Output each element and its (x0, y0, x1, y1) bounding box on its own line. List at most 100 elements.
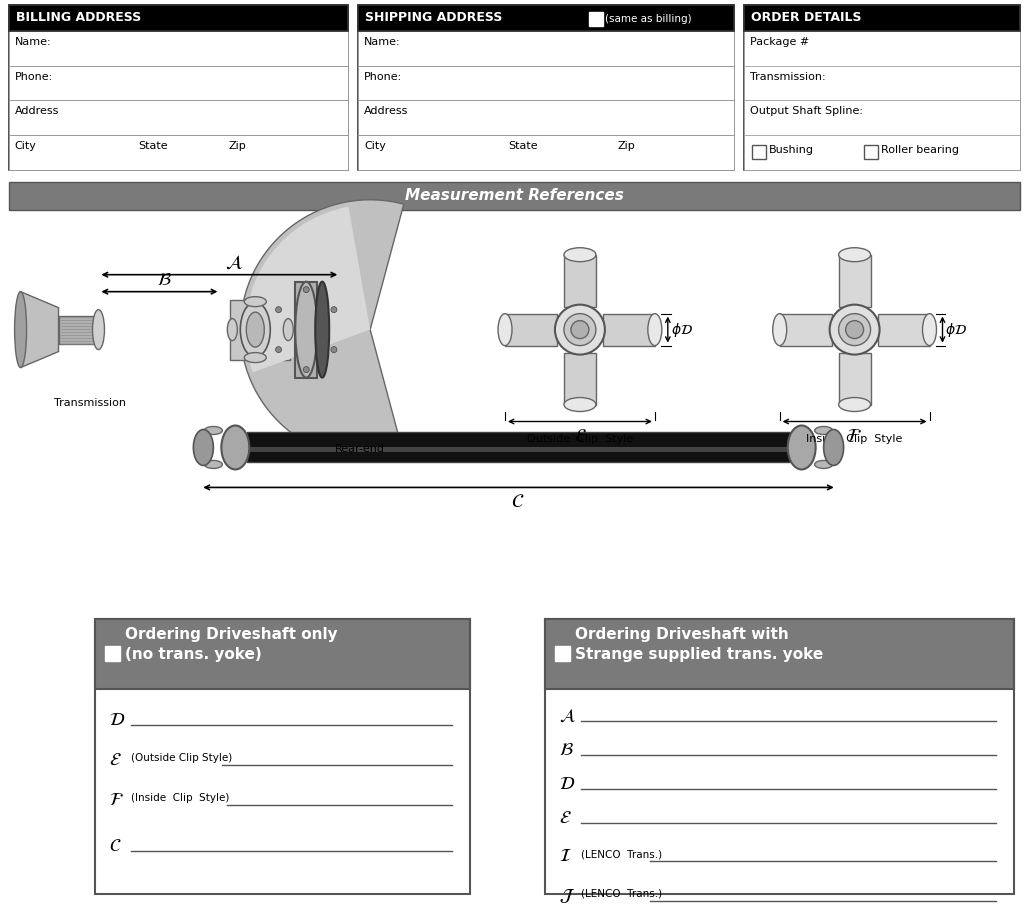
Text: (no trans. yoke): (no trans. yoke) (126, 647, 262, 662)
Bar (358, 5, 734, 170)
Ellipse shape (205, 460, 222, 469)
Ellipse shape (839, 314, 871, 346)
Ellipse shape (244, 297, 267, 307)
Bar (8, 66, 348, 100)
Text: Ordering Driveshaft only: Ordering Driveshaft only (126, 627, 339, 642)
Bar (839, 255, 871, 307)
Ellipse shape (221, 426, 249, 470)
Ellipse shape (815, 427, 832, 434)
Bar (59, 316, 99, 344)
Ellipse shape (498, 314, 512, 346)
Bar (96, 620, 470, 894)
Ellipse shape (787, 426, 816, 470)
Text: Address: Address (364, 106, 409, 116)
Ellipse shape (564, 314, 596, 346)
Ellipse shape (839, 398, 871, 411)
Ellipse shape (815, 460, 832, 469)
Text: Package #: Package # (750, 37, 809, 47)
Bar (839, 352, 871, 405)
Bar (744, 135, 1021, 170)
Text: Outside  Clip  Style: Outside Clip Style (527, 434, 633, 444)
Bar (603, 314, 654, 346)
Text: Name:: Name: (364, 37, 401, 47)
Ellipse shape (823, 430, 844, 465)
Text: $\mathcal{E}$: $\mathcal{E}$ (559, 809, 572, 827)
Text: State: State (508, 141, 537, 151)
Text: BILLING ADDRESS: BILLING ADDRESS (15, 11, 141, 24)
Text: City: City (364, 141, 386, 151)
Bar (358, 31, 734, 66)
Bar (8, 5, 348, 31)
Text: Phone:: Phone: (364, 72, 402, 82)
Text: $\phi\mathcal{D}$: $\phi\mathcal{D}$ (671, 320, 693, 339)
Text: ORDER DETAILS: ORDER DETAILS (751, 11, 861, 24)
Bar (358, 135, 734, 170)
Text: $\mathcal{F}$: $\mathcal{F}$ (847, 427, 862, 444)
Bar (8, 135, 348, 170)
Text: Zip: Zip (228, 141, 246, 151)
Text: Roller bearing: Roller bearing (881, 146, 959, 156)
Text: Rear-end: Rear-end (335, 444, 385, 454)
Ellipse shape (773, 314, 787, 346)
Bar (878, 314, 929, 346)
Text: Transmission: Transmission (55, 398, 127, 408)
Text: $\phi\mathcal{D}$: $\phi\mathcal{D}$ (946, 320, 967, 339)
Ellipse shape (205, 427, 222, 434)
Text: Bushing: Bushing (769, 146, 814, 156)
Text: Phone:: Phone: (14, 72, 52, 82)
Text: $\mathcal{C}$: $\mathcal{C}$ (109, 837, 122, 855)
Bar (545, 620, 1015, 689)
Bar (744, 5, 1021, 170)
Ellipse shape (846, 320, 863, 339)
Ellipse shape (241, 302, 271, 357)
Bar (744, 66, 1021, 100)
Bar (555, 646, 570, 662)
Text: State: State (139, 141, 168, 151)
Bar (358, 5, 734, 31)
Ellipse shape (315, 282, 329, 378)
Polygon shape (21, 292, 59, 368)
Ellipse shape (246, 312, 264, 347)
Bar (106, 646, 120, 662)
Ellipse shape (331, 347, 336, 352)
Ellipse shape (564, 248, 596, 262)
Text: Ordering Driveshaft with: Ordering Driveshaft with (575, 627, 788, 642)
Ellipse shape (14, 292, 27, 368)
Text: $\mathcal{F}$: $\mathcal{F}$ (109, 791, 125, 809)
Text: SHIPPING ADDRESS: SHIPPING ADDRESS (365, 11, 502, 24)
Bar (564, 255, 596, 307)
Bar (505, 314, 557, 346)
Bar (564, 352, 596, 405)
Text: $\mathcal{B}$: $\mathcal{B}$ (157, 270, 172, 288)
Bar (96, 620, 470, 689)
Bar (752, 146, 766, 159)
Bar (744, 100, 1021, 135)
Wedge shape (245, 207, 370, 372)
Ellipse shape (93, 309, 105, 349)
Bar (358, 66, 734, 100)
Text: Inside  Clip  Style: Inside Clip Style (807, 434, 902, 444)
Text: $\mathcal{A}$: $\mathcal{A}$ (559, 707, 575, 725)
Bar (247, 448, 789, 452)
Text: (Outside Clip Style): (Outside Clip Style) (132, 753, 233, 763)
Ellipse shape (295, 282, 317, 378)
Text: City: City (14, 141, 36, 151)
Text: $\mathcal{J}$: $\mathcal{J}$ (559, 887, 575, 905)
Text: $\mathcal{D}$: $\mathcal{D}$ (109, 712, 126, 729)
Bar (589, 12, 603, 26)
Ellipse shape (276, 307, 282, 313)
Ellipse shape (555, 305, 605, 355)
Text: $\mathcal{E}$: $\mathcal{E}$ (109, 751, 122, 769)
Ellipse shape (839, 248, 871, 262)
Text: (LENCO  Trans.): (LENCO Trans.) (581, 849, 662, 859)
Bar (863, 146, 878, 159)
Ellipse shape (227, 318, 238, 340)
Bar (8, 182, 1021, 210)
Bar (8, 31, 348, 66)
Text: Output Shaft Spline:: Output Shaft Spline: (750, 106, 862, 116)
Ellipse shape (829, 305, 880, 355)
Bar (8, 5, 348, 170)
Ellipse shape (244, 352, 267, 362)
Text: Transmission:: Transmission: (750, 72, 825, 82)
Bar (358, 100, 734, 135)
